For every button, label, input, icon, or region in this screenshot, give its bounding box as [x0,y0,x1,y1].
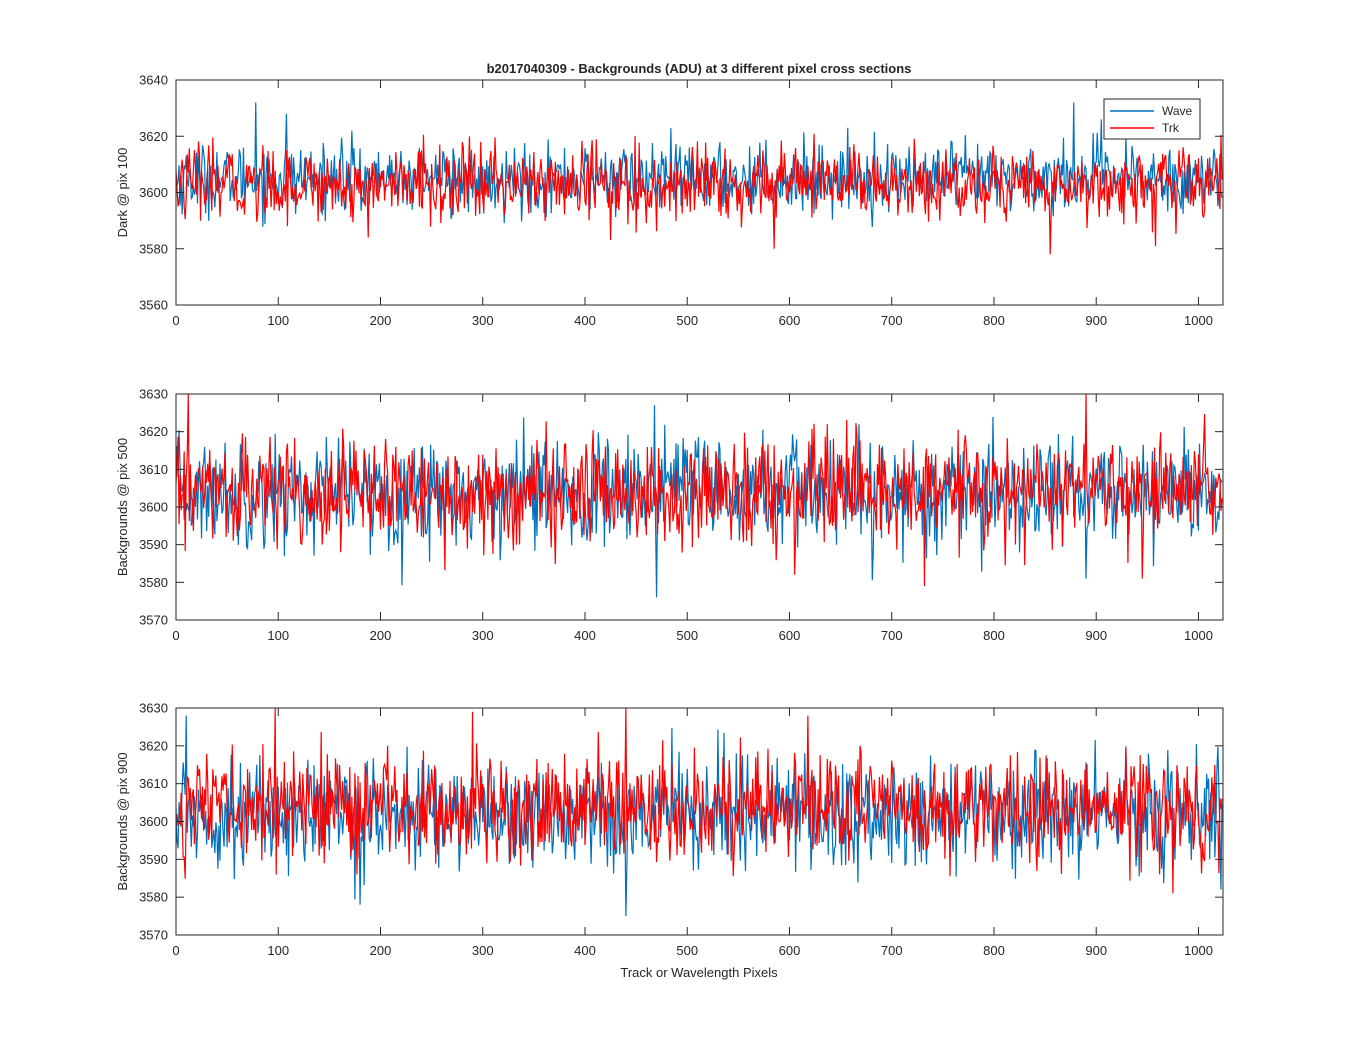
x-tick-label: 600 [779,628,801,643]
y-tick-label: 3620 [139,129,168,144]
x-tick-label: 200 [370,313,392,328]
y-tick-label: 3600 [139,814,168,829]
x-tick-label: 100 [267,628,289,643]
panel-2: 0 100 200 300 400 500 600 700 800 900 1000 3570 3580… [115,387,1224,643]
x-tick-label: 600 [779,943,801,958]
x-axis-label: Track or Wavelength Pixels [620,965,778,980]
series-group-3 [176,708,1223,917]
y-tick-label: 3610 [139,462,168,477]
y-axis-label-1: Dark @ pix 100 [115,148,130,238]
panels: 0 100 200 300 400 500 600 700 800 900 100035603580… [115,73,1224,958]
series-line-trk-panel-2 [176,394,1223,587]
series-line-wave-panel-2 [176,405,1223,598]
x-tick-label: 500 [676,943,698,958]
figure-title: b2017040309 - Backgrounds (ADU) at 3 dif… [487,61,912,76]
x-tick-label: 800 [983,313,1005,328]
x-tick-label: 800 [983,628,1005,643]
x-tick-label: 600 [779,313,801,328]
series-line-trk-panel-1 [176,133,1223,255]
x-tick-label: 0 [172,628,179,643]
x-tick-label: 0 [172,943,179,958]
x-tick-label: 100 [267,313,289,328]
x-tick-label: 300 [472,943,494,958]
x-tick-label: 0 [172,313,179,328]
y-tick-label: 3610 [139,776,168,791]
x-tick-label: 1000 [1184,628,1213,643]
x-tick-label: 200 [370,943,392,958]
y-tick-label: 3580 [139,241,168,256]
legend-box [1103,98,1201,140]
x-tick-label: 400 [574,943,596,958]
x-tick-label: 700 [881,313,903,328]
x-tick-label: 900 [1085,628,1107,643]
y-axis-label-3: Backgrounds @ pix 900 [115,752,130,890]
x-tick-label: 300 [472,313,494,328]
y-tick-label: 3630 [139,701,168,716]
x-tick-label: 800 [983,943,1005,958]
y-tick-label: 3590 [139,852,168,867]
series-group-1 [176,102,1223,255]
x-tick-label: 500 [676,628,698,643]
y-tick-label: 3590 [139,537,168,552]
x-tick-label: 300 [472,628,494,643]
panel-1: 0 100 200 300 400 500 600 700 800 900 1000 3560 3580… [115,73,1224,328]
series-line-trk-panel-3 [176,708,1223,894]
x-tick-label: 900 [1085,943,1107,958]
y-axis-label-2: Backgrounds @ pix 500 [115,438,130,576]
panel-3: 0 100 200 300 400 500 600 700 800 900 1000 3570 3580… [115,701,1224,958]
x-tick-label: 500 [676,313,698,328]
y-tick-label: 3600 [139,500,168,515]
y-tick-label: 3640 [139,73,168,88]
x-tick-label: 400 [574,628,596,643]
y-tick-label: 3630 [139,387,168,402]
y-tick-label: 3570 [139,613,168,628]
x-tick-label: 1000 [1184,943,1213,958]
y-tick-label: 3570 [139,928,168,943]
y-tick-label: 3560 [139,298,168,313]
y-tick-label: 3620 [139,424,168,439]
legend: Wave Trk [1103,98,1201,140]
x-tick-label: 400 [574,313,596,328]
y-tick-label: 3580 [139,890,168,905]
x-tick-label: 1000 [1184,313,1213,328]
x-tick-label: 200 [370,628,392,643]
legend-label-trk: Trk [1162,121,1180,135]
x-tick-label: 700 [881,628,903,643]
series-group-2 [176,394,1223,598]
x-tick-label: 100 [267,943,289,958]
y-tick-label: 3600 [139,185,168,200]
x-tick-label: 700 [881,943,903,958]
legend-label-wave: Wave [1162,104,1193,118]
y-tick-label: 3620 [139,738,168,753]
x-tick-label: 900 [1085,313,1107,328]
y-tick-label: 3580 [139,575,168,590]
